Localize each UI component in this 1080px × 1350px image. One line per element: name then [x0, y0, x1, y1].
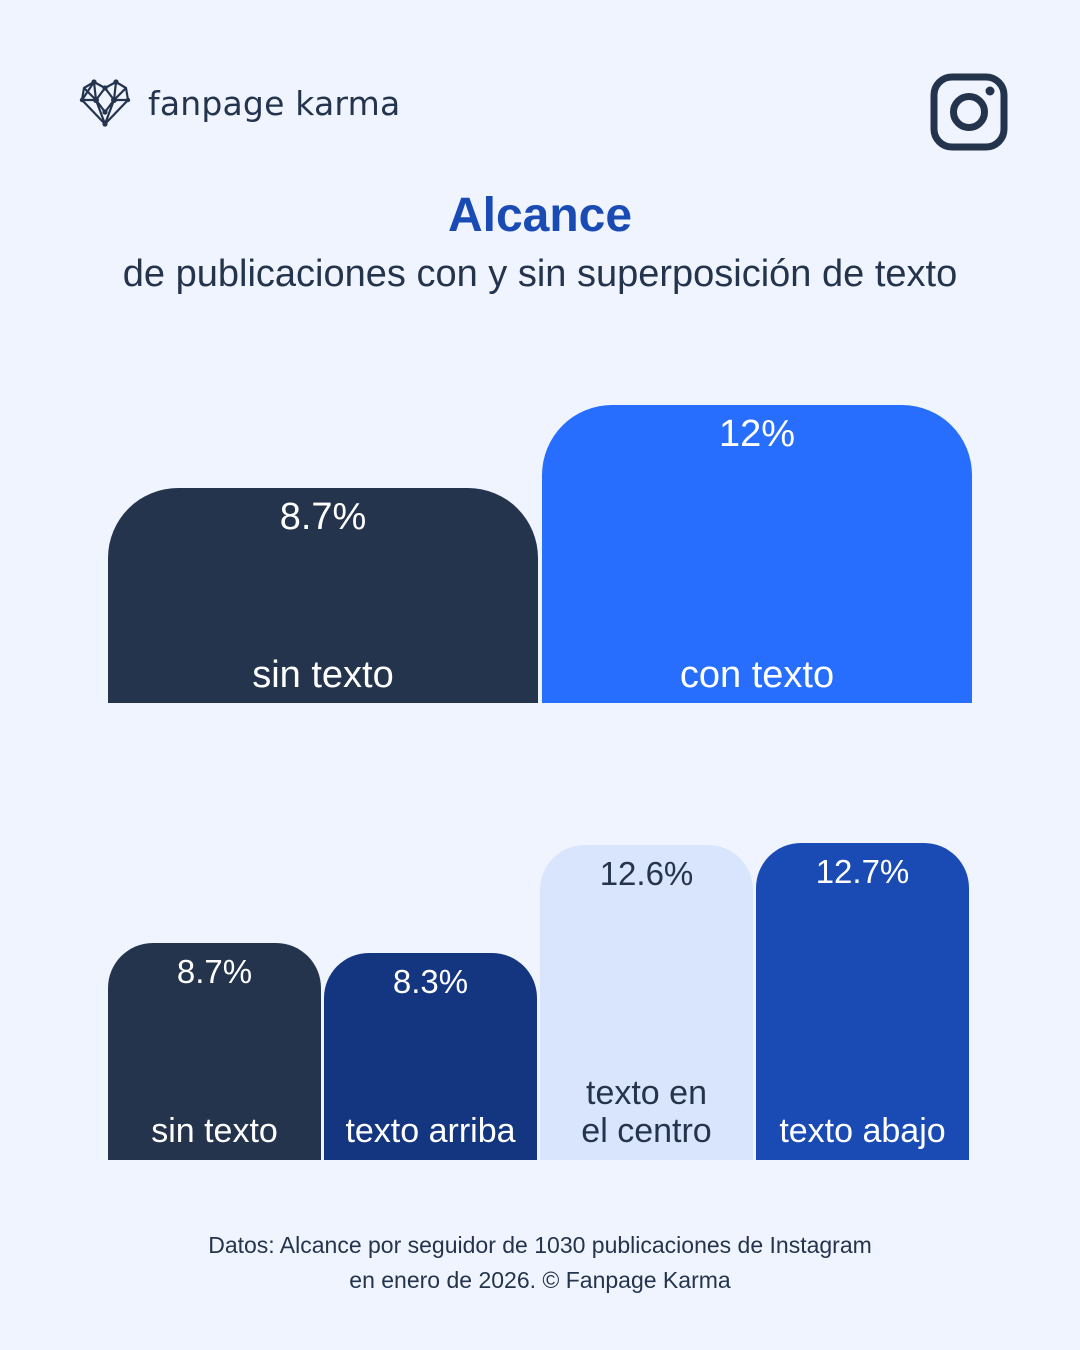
bar-value: 8.7% [279, 496, 367, 538]
footer-line2: en enero de 2026. © Fanpage Karma [349, 1267, 731, 1293]
bar-sin-texto: 8.7% sin texto [108, 488, 538, 703]
bar-label: sin texto [252, 654, 394, 697]
data-source-footer: Datos: Alcance por seguidor de 1030 publ… [0, 1228, 1080, 1298]
bar-con-texto: 12% con texto [542, 405, 972, 703]
bar-label: texto en el centro [540, 1074, 753, 1150]
bar-label: sin texto [151, 1111, 278, 1150]
bar-value: 12.7% [815, 853, 910, 890]
bar-value: 12.6% [599, 855, 694, 892]
bar-label: con texto [679, 654, 835, 697]
heart-network-icon [79, 79, 131, 127]
chart-subtitle: de publicaciones con y sin superposición… [122, 253, 958, 295]
brand-name: fanpage karma [148, 83, 401, 123]
bar-texto-centro: 12.6% texto en el centro [540, 845, 753, 1160]
bar-value: 12% [718, 413, 796, 455]
footer-line1: Datos: Alcance por seguidor de 1030 publ… [208, 1232, 872, 1258]
chart-title: Alcance [447, 189, 633, 242]
bar-label-line2: el centro [581, 1111, 712, 1150]
bar-label: texto arriba [345, 1111, 516, 1150]
bar-sin-texto: 8.7% sin texto [108, 943, 321, 1160]
bar-label: texto abajo [779, 1111, 946, 1150]
bar-texto-abajo: 12.7% texto abajo [756, 843, 969, 1160]
bar-value: 8.3% [392, 963, 469, 1000]
bar-value: 8.7% [176, 953, 253, 990]
bar-label-line1: texto en [586, 1073, 707, 1112]
bar-texto-arriba: 8.3% texto arriba [324, 953, 537, 1160]
brand-logo: fanpage karma [78, 78, 400, 128]
instagram-icon [930, 73, 1008, 151]
